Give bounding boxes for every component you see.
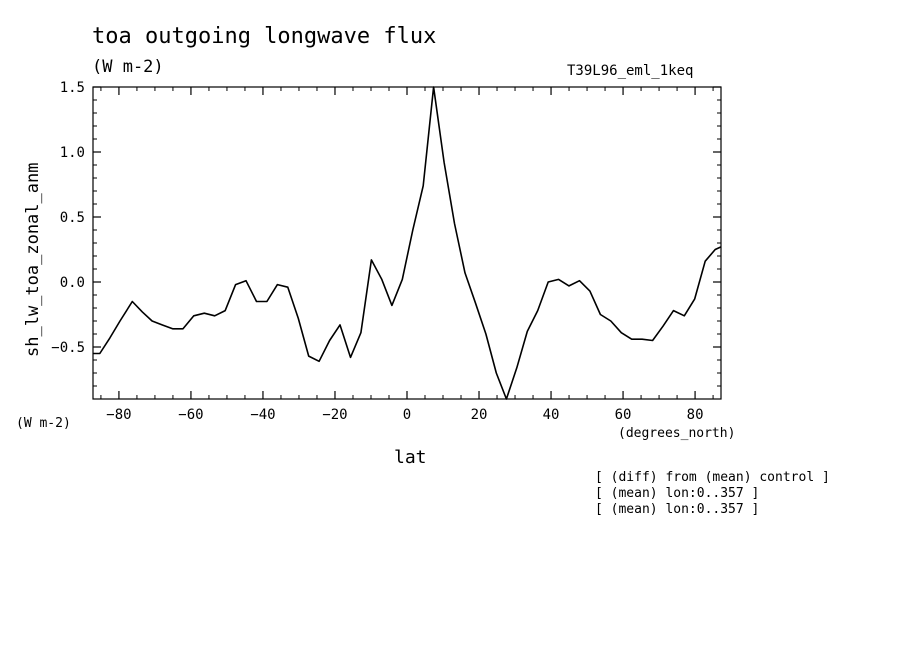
y-axis-units: (W m-2) xyxy=(16,416,71,431)
x-tick-label: 60 xyxy=(615,407,632,423)
x-tick-label: −40 xyxy=(250,407,275,423)
x-axis-units: (degrees_north) xyxy=(618,426,736,441)
note-diff: [ (diff) from (mean) control ] xyxy=(595,470,830,485)
series-line xyxy=(93,86,722,400)
note-mean-lon: [ (mean) lon:0..357 ] xyxy=(595,502,760,517)
x-tick-label: −60 xyxy=(178,407,203,423)
y-tick-label: 0.0 xyxy=(60,275,85,291)
note-mean-lon: [ (mean) lon:0..357 ] xyxy=(595,486,760,501)
x-tick-label: −20 xyxy=(322,407,347,423)
x-tick-label: 0 xyxy=(403,407,411,423)
chart-title: toa outgoing longwave flux xyxy=(92,24,437,49)
plot-frame xyxy=(92,86,722,400)
x-axis-label: lat xyxy=(394,447,427,468)
y-tick-label: 1.5 xyxy=(60,80,85,96)
y-tick-label: 1.0 xyxy=(60,145,85,161)
x-tick-label: 40 xyxy=(543,407,560,423)
x-tick-label: 80 xyxy=(687,407,704,423)
y-tick-label: −0.5 xyxy=(51,340,85,356)
x-tick-label: −80 xyxy=(106,407,131,423)
run-label: T39L96_eml_1keq xyxy=(567,63,694,79)
x-tick-label: 20 xyxy=(471,407,488,423)
chart-units: (W m-2) xyxy=(92,57,164,77)
y-tick-label: 0.5 xyxy=(60,210,85,226)
